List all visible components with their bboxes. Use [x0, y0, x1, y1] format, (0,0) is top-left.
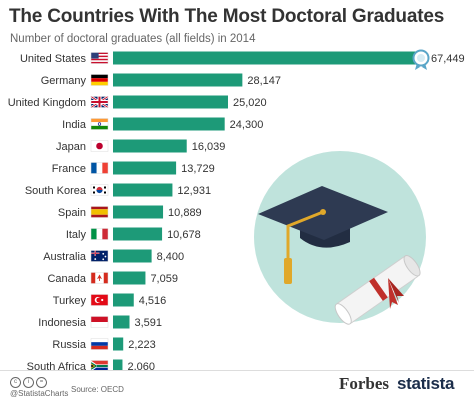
category-label: Russia: [52, 339, 87, 351]
bar: [113, 73, 243, 87]
by-icon: i: [23, 377, 34, 388]
category-label: South Africa: [27, 361, 87, 370]
germany-flag-icon: [90, 74, 109, 86]
value-label: 10,889: [168, 207, 202, 219]
value-label: 13,729: [181, 163, 215, 175]
category-label: Japan: [56, 141, 86, 153]
cc-icon: c: [10, 377, 21, 388]
bar-chart: United States 67,449 Germany 28,147 United K…: [8, 49, 465, 370]
bar: [113, 249, 152, 263]
bar: [113, 359, 123, 370]
canada-flag-icon: [90, 272, 109, 284]
france-flag-icon: [90, 162, 109, 174]
value-label: 2,223: [128, 339, 156, 351]
diploma-scroll-icon: [334, 255, 421, 325]
source-note: Source: OECD: [71, 385, 124, 394]
value-label: 24,300: [230, 119, 264, 131]
statista-logo: statista: [397, 374, 455, 393]
chart-title: The Countries With The Most Doctoral Gra…: [9, 6, 445, 27]
india-flag-icon: [90, 118, 109, 130]
south-africa-flag-icon: [90, 360, 109, 370]
italy-flag-icon: [90, 228, 109, 240]
bar: [113, 205, 164, 219]
category-label: United States: [20, 53, 87, 65]
australia-flag-icon: [90, 250, 109, 262]
category-label: Turkey: [53, 295, 87, 307]
value-label: 4,516: [139, 295, 167, 307]
category-label: South Korea: [25, 185, 87, 197]
category-label: Spain: [58, 207, 86, 219]
south-korea-flag-icon: [90, 184, 109, 196]
bar: [113, 183, 173, 197]
creative-commons-icons: c i =: [10, 377, 47, 388]
chart-subtitle: Number of doctoral graduates (all fields…: [10, 33, 256, 45]
bar: [113, 51, 423, 65]
value-label: 12,931: [177, 185, 211, 197]
award-badge-icon: [412, 49, 430, 70]
value-label: 67,449: [431, 53, 465, 65]
nd-icon: =: [36, 377, 47, 388]
forbes-logo: Forbes: [339, 374, 390, 393]
bar: [113, 337, 124, 351]
value-label: 28,147: [247, 75, 281, 87]
value-label: 7,059: [150, 273, 178, 285]
bar: [113, 271, 146, 285]
bar: [113, 293, 134, 307]
category-label: Australia: [43, 251, 87, 263]
value-label: 2,060: [127, 361, 155, 370]
russia-flag-icon: [90, 338, 109, 350]
graduation-cap-icon: [258, 186, 388, 284]
value-label: 3,591: [135, 317, 163, 329]
category-label: Indonesia: [38, 317, 87, 329]
us-flag-icon: [90, 52, 109, 64]
bar: [113, 315, 130, 329]
uk-flag-icon: [90, 95, 109, 109]
bar: [113, 95, 228, 109]
value-label: 16,039: [192, 141, 226, 153]
indonesia-flag-icon: [90, 316, 109, 328]
value-label: 10,678: [167, 229, 201, 241]
graduation-illustration: [254, 151, 426, 325]
bar: [113, 117, 225, 131]
category-label: India: [62, 119, 87, 131]
category-label: Germany: [41, 75, 87, 87]
japan-flag-icon: [90, 140, 109, 152]
category-label: Italy: [66, 229, 87, 241]
value-label: 8,400: [157, 251, 185, 263]
value-label: 25,020: [233, 97, 267, 109]
turkey-flag-icon: [90, 294, 109, 306]
category-label: Canada: [47, 273, 86, 285]
category-label: France: [52, 163, 86, 175]
category-label: United Kingdom: [8, 97, 86, 109]
bar: [113, 227, 163, 241]
bar: [113, 139, 187, 153]
bar: [113, 161, 177, 175]
spain-flag-icon: [90, 206, 109, 218]
twitter-handle: @StatistaCharts: [10, 389, 69, 398]
footer: c i = @StatistaCharts Source: OECD Forbes …: [0, 370, 474, 401]
